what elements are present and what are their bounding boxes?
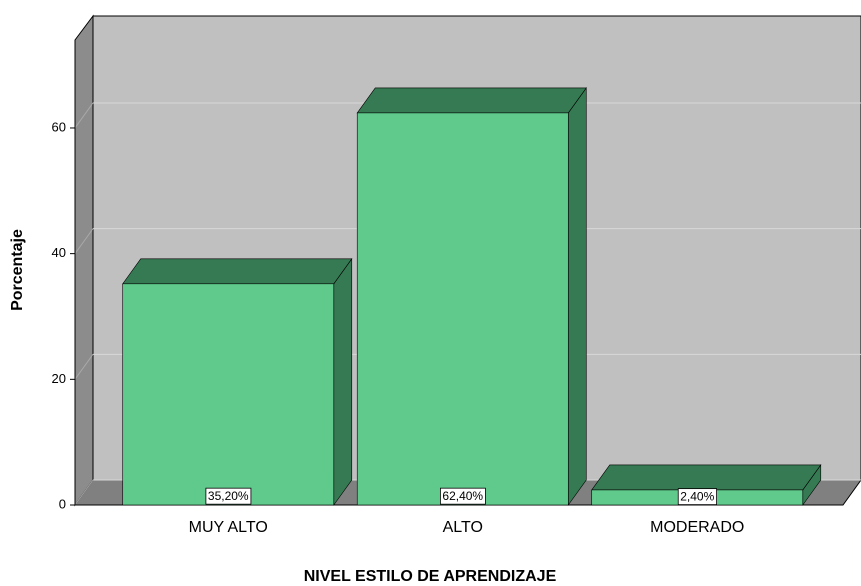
y-tick-label: 0 <box>59 496 66 511</box>
value-label: 2,40% <box>680 490 714 504</box>
x-axis-title: NIVEL ESTILO DE APRENDIZAJE <box>304 568 557 585</box>
value-label-box <box>439 487 486 505</box>
left-wall <box>74 14 94 507</box>
y-axis-title: Porcentaje <box>9 229 26 311</box>
grid-line <box>74 479 94 506</box>
bar-top <box>591 464 822 491</box>
y-tick-label: 60 <box>52 119 66 134</box>
value-label-box <box>205 487 252 505</box>
x-tick-label: ALTO <box>443 519 483 536</box>
bar <box>122 283 335 506</box>
grid-line <box>74 102 94 129</box>
value-label: 62,40% <box>442 489 483 503</box>
bar-top <box>356 87 587 114</box>
bar-side <box>333 257 353 506</box>
value-label: 35,20% <box>208 489 249 503</box>
grid-line <box>74 354 94 380</box>
bar-top <box>122 258 353 285</box>
bar <box>356 112 569 506</box>
bar-side <box>567 86 587 506</box>
value-label-box <box>677 488 717 506</box>
bars: 35,20% 62,40% 2,40% <box>122 86 822 506</box>
grid-line <box>74 228 94 254</box>
x-tick-label: MODERADO <box>650 519 744 536</box>
y-tick-label: 40 <box>52 245 66 260</box>
y-tick-label: 20 <box>52 371 66 386</box>
x-tick-label: MUY ALTO <box>189 519 268 536</box>
